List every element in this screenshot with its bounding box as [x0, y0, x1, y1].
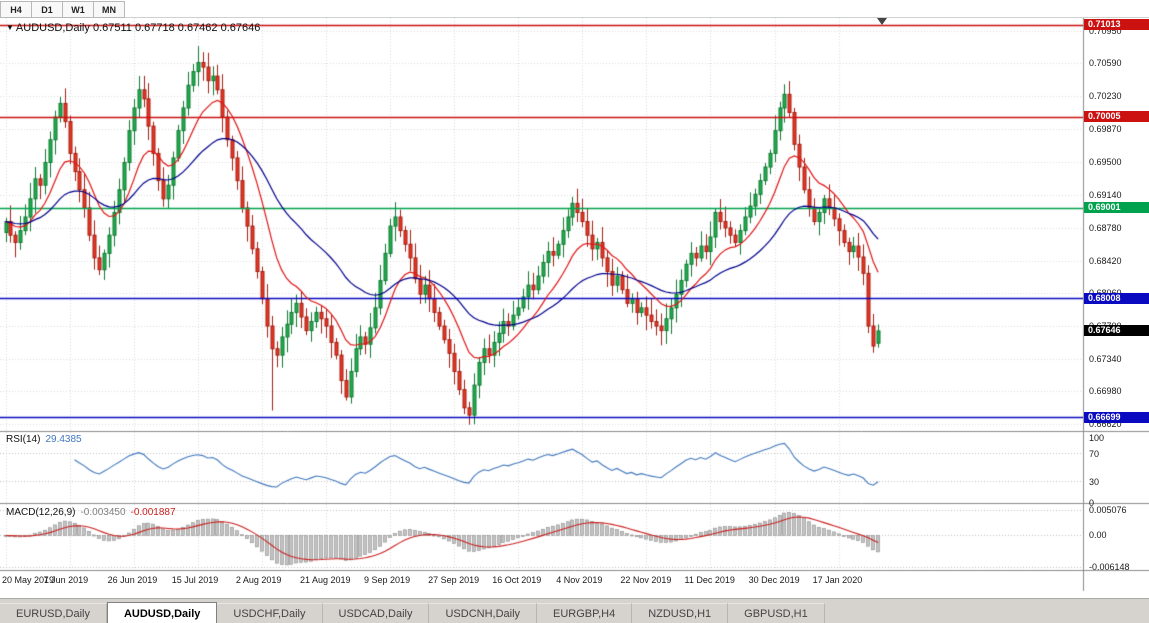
rsi-tick-label: 30	[1089, 477, 1100, 487]
price-tick-label: 0.67340	[1089, 353, 1122, 364]
macd-signal-value: -0.001887	[130, 507, 176, 518]
time-axis-label: 2 Aug 2019	[235, 575, 282, 585]
tab-nzdusd-h1[interactable]: NZDUSD,H1	[632, 603, 729, 623]
price-tick-label: 0.69500	[1089, 157, 1122, 168]
time-axis-label: 22 Nov 2019	[620, 575, 672, 585]
tab-usdcad-daily[interactable]: USDCAD,Daily	[322, 603, 430, 623]
macd-label: MACD(12,26,9)	[6, 507, 76, 518]
level-price-badge: 0.70005	[1084, 111, 1149, 123]
macd-main-value: -0.003450	[80, 507, 126, 518]
tab-usdchf-daily[interactable]: USDCHF,Daily	[217, 603, 323, 623]
rsi-tick-label: 100	[1089, 433, 1105, 443]
tab-eurgbp-h4[interactable]: EURGBP,H4	[537, 603, 633, 623]
chart-ohlc-values: 0.67511 0.67718 0.67462 0.67646	[92, 22, 261, 34]
chart-plot-area[interactable]	[0, 0, 1149, 596]
rsi-value: 29.4385	[45, 434, 82, 445]
time-axis-label: 20 May 2019	[2, 575, 55, 585]
time-axis-label: 4 Nov 2019	[556, 575, 603, 585]
chart-symbol-label: AUDUSD,Daily	[15, 22, 90, 34]
time-axis-label: 26 Jun 2019	[107, 575, 158, 585]
tab-eurusd-daily[interactable]: EURUSD,Daily	[0, 603, 107, 623]
macd-indicator-title: MACD(12,26,9) -0.003450 -0.001887	[6, 507, 176, 518]
level-price-badge: 0.71013	[1084, 19, 1149, 31]
tab-gbpusd-h1[interactable]: GBPUSD,H1	[728, 603, 825, 623]
time-axis-label: 27 Sep 2019	[428, 575, 480, 585]
price-tick-label: 0.66620	[1089, 419, 1122, 430]
macd-tick-label: 0.005076	[1089, 504, 1127, 515]
time-axis-label: 16 Oct 2019	[492, 575, 542, 585]
time-axis-label: 15 Jul 2019	[171, 575, 219, 585]
chart-marker-icon: ▼	[6, 23, 14, 32]
price-tick-label: 0.68780	[1089, 222, 1122, 233]
period-button-mn[interactable]: MN	[93, 1, 125, 18]
price-tick-label: 0.70590	[1089, 58, 1122, 69]
chart-shift-marker[interactable]	[877, 18, 887, 25]
current-price-badge: 0.67646	[1084, 325, 1149, 337]
macd-tick-label: 0.00	[1089, 530, 1107, 541]
price-tick-label: 0.70230	[1089, 91, 1122, 102]
time-axis-label: 30 Dec 2019	[748, 575, 800, 585]
level-price-badge: 0.69001	[1084, 202, 1149, 214]
rsi-tick-label: 0	[1089, 498, 1095, 508]
time-axis-label: 7 Jun 2019	[43, 575, 89, 585]
price-tick-label: 0.69870	[1089, 123, 1122, 134]
period-button-d1[interactable]: D1	[31, 1, 62, 18]
level-price-badge: 0.68008	[1084, 292, 1149, 304]
time-axis-label: 17 Jan 2020	[812, 575, 863, 585]
price-tick-label: 0.66980	[1089, 386, 1122, 397]
rsi-indicator-title: RSI(14) 29.4385	[6, 434, 82, 445]
chart-title: ▼ AUDUSD,Daily 0.67511 0.67718 0.67462 0.…	[6, 22, 260, 34]
rsi-tick-label: 70	[1089, 449, 1100, 459]
macd-tick-label: -0.006148	[1089, 561, 1130, 572]
tab-usdcnh-daily[interactable]: USDCNH,Daily	[429, 603, 538, 623]
period-toolbar: H4 D1 W1 MN	[0, 0, 1149, 18]
time-axis-label: 21 Aug 2019	[299, 575, 351, 585]
price-tick-label: 0.68420	[1089, 255, 1122, 266]
level-price-badge: 0.66699	[1084, 411, 1149, 423]
time-axis-label: 11 Dec 2019	[684, 575, 735, 585]
tab-audusd-daily[interactable]: AUDUSD,Daily	[106, 602, 218, 623]
period-button-w1[interactable]: W1	[62, 1, 93, 18]
rsi-label: RSI(14)	[6, 434, 41, 445]
time-axis-label: 9 Sep 2019	[364, 575, 411, 585]
period-button-h4[interactable]: H4	[0, 1, 31, 18]
chart-tab-bar: EURUSD,Daily AUDUSD,Daily USDCHF,Daily U…	[0, 598, 1149, 623]
price-tick-label: 0.70950	[1089, 25, 1122, 36]
price-tick-label: 0.69140	[1089, 190, 1122, 201]
